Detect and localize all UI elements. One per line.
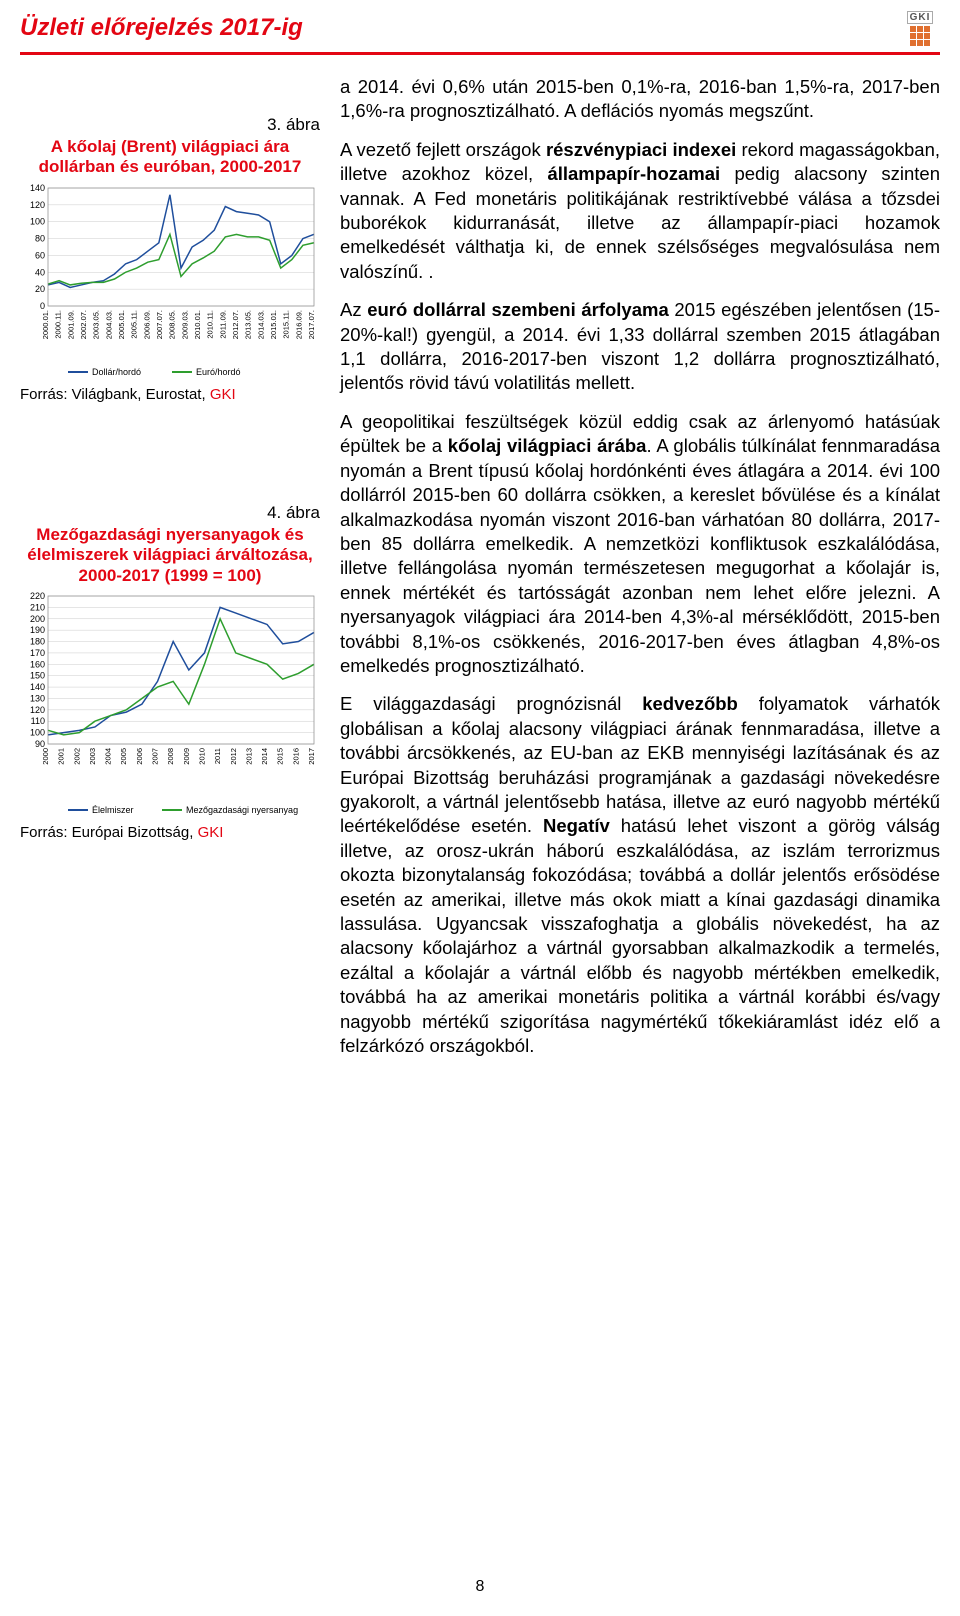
svg-text:0: 0: [40, 301, 45, 311]
svg-text:220: 220: [30, 591, 45, 601]
svg-text:2009: 2009: [182, 748, 191, 765]
chart-1-svg: 0 20 40 60 80 100 120 140 2000.01. 2000.11.2001.0…: [20, 182, 320, 382]
svg-text:130: 130: [30, 693, 45, 703]
chart-1-label: 3. ábra: [20, 115, 320, 135]
gki-logo-text: GKI: [907, 11, 934, 24]
svg-text:2016: 2016: [291, 748, 300, 765]
svg-text:2005.01.: 2005.01.: [117, 310, 126, 339]
svg-text:140: 140: [30, 183, 45, 193]
svg-text:2002: 2002: [72, 748, 81, 765]
svg-text:2009.03.: 2009.03.: [180, 310, 189, 339]
svg-text:2008: 2008: [166, 748, 175, 765]
svg-text:100: 100: [30, 216, 45, 226]
svg-text:Euró/hordó: Euró/hordó: [196, 367, 241, 377]
svg-text:120: 120: [30, 705, 45, 715]
svg-text:2015.11.: 2015.11.: [282, 310, 291, 339]
gki-logo-grid-icon: [910, 26, 930, 46]
svg-text:2008.05.: 2008.05.: [168, 310, 177, 339]
svg-text:2005.11.: 2005.11.: [130, 310, 139, 339]
svg-text:80: 80: [35, 233, 45, 243]
svg-text:2013.05.: 2013.05.: [244, 310, 253, 339]
chart-2-label: 4. ábra: [20, 503, 320, 523]
svg-text:200: 200: [30, 614, 45, 624]
svg-text:120: 120: [30, 200, 45, 210]
svg-text:2015: 2015: [276, 748, 285, 765]
svg-text:2002.07.: 2002.07.: [79, 310, 88, 339]
svg-text:190: 190: [30, 625, 45, 635]
chart-2-svg: 90100 110120 130140150 160170 180190200 21022…: [20, 590, 320, 820]
svg-text:2013: 2013: [244, 748, 253, 765]
svg-text:Dollár/hordó: Dollár/hordó: [92, 367, 141, 377]
svg-text:100: 100: [30, 728, 45, 738]
svg-text:2017: 2017: [307, 748, 316, 765]
svg-text:2000.11.: 2000.11.: [54, 310, 63, 339]
svg-text:2001.09.: 2001.09.: [66, 310, 75, 339]
right-column: a 2014. évi 0,6% után 2015-ben 0,1%-ra, …: [340, 75, 940, 1072]
svg-text:160: 160: [30, 659, 45, 669]
svg-text:2011.09.: 2011.09.: [218, 310, 227, 339]
svg-text:Mezőgazdasági nyersanyag: Mezőgazdasági nyersanyag: [186, 805, 298, 815]
content: 3. ábra A kőolaj (Brent) világpiaci ára …: [0, 75, 960, 1072]
gki-logo: GKI: [900, 8, 940, 48]
svg-text:40: 40: [35, 267, 45, 277]
left-column: 3. ábra A kőolaj (Brent) világpiaci ára …: [20, 75, 340, 1072]
svg-text:2015.01.: 2015.01.: [269, 310, 278, 339]
svg-text:2004: 2004: [104, 748, 113, 765]
chart-1-title: A kőolaj (Brent) világpiaci ára dollárba…: [20, 137, 320, 178]
svg-text:2006.09.: 2006.09.: [142, 310, 151, 339]
svg-text:2010: 2010: [197, 748, 206, 765]
para-4: A geopolitikai feszültségek közül eddig …: [340, 410, 940, 678]
svg-text:2003.05.: 2003.05.: [92, 310, 101, 339]
svg-text:2000: 2000: [41, 748, 50, 765]
svg-text:140: 140: [30, 682, 45, 692]
svg-text:180: 180: [30, 636, 45, 646]
svg-text:2014.03.: 2014.03.: [256, 310, 265, 339]
para-1: a 2014. évi 0,6% után 2015-ben 0,1%-ra, …: [340, 75, 940, 124]
svg-text:2011: 2011: [213, 748, 222, 764]
svg-text:2005: 2005: [119, 748, 128, 765]
para-3: Az euró dollárral szembeni árfolyama 201…: [340, 298, 940, 396]
chart-2-block: 4. ábra Mezőgazdasági nyersanyagok és él…: [20, 503, 320, 841]
svg-text:2014: 2014: [260, 748, 269, 765]
svg-text:Élelmiszer: Élelmiszer: [92, 805, 134, 815]
svg-text:2003: 2003: [88, 748, 97, 765]
svg-text:2000.01.: 2000.01.: [41, 310, 50, 339]
chart-2-source: Forrás: Európai Bizottság, GKI: [20, 824, 320, 841]
para-5: E világgazdasági prognózisnál kedvezőbb …: [340, 692, 940, 1058]
header-rule: [20, 52, 940, 55]
svg-text:2010.11.: 2010.11.: [206, 310, 215, 339]
svg-text:2012.07.: 2012.07.: [231, 310, 240, 339]
svg-text:90: 90: [35, 739, 45, 749]
svg-text:60: 60: [35, 250, 45, 260]
page-header: Üzleti előrejelzés 2017-ig GKI: [0, 0, 960, 52]
svg-text:2010.01.: 2010.01.: [193, 310, 202, 339]
svg-text:2012: 2012: [229, 748, 238, 765]
chart-1-block: 3. ábra A kőolaj (Brent) világpiaci ára …: [20, 115, 320, 403]
svg-text:2007: 2007: [151, 748, 160, 765]
svg-text:2017.07.: 2017.07.: [307, 310, 316, 339]
chart-2-title: Mezőgazdasági nyersanyagok és élelmiszer…: [20, 525, 320, 586]
svg-text:2001: 2001: [57, 748, 66, 765]
svg-text:20: 20: [35, 284, 45, 294]
svg-text:2006: 2006: [135, 748, 144, 765]
svg-text:150: 150: [30, 671, 45, 681]
svg-text:110: 110: [31, 716, 45, 726]
svg-text:210: 210: [30, 602, 45, 612]
page-number: 8: [0, 1578, 960, 1596]
header-title: Üzleti előrejelzés 2017-ig: [20, 14, 303, 42]
svg-text:2016.09.: 2016.09.: [294, 310, 303, 339]
svg-text:170: 170: [30, 648, 45, 658]
svg-text:2007.07.: 2007.07.: [155, 310, 164, 339]
para-2: A vezető fejlett országok részvénypiaci …: [340, 138, 940, 284]
svg-text:2004.03.: 2004.03.: [104, 310, 113, 339]
chart-1-source: Forrás: Világbank, Eurostat, GKI: [20, 386, 320, 403]
